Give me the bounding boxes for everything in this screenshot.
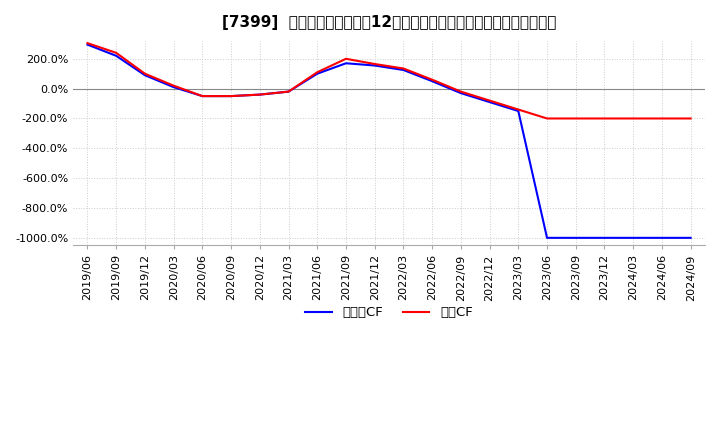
営業CF xyxy=(256,92,264,97)
Line: 営業CF: 営業CF xyxy=(87,43,690,118)
営業CF xyxy=(428,77,436,82)
フリーCF xyxy=(313,71,322,77)
フリーCF xyxy=(140,73,149,78)
営業CF xyxy=(370,61,379,66)
営業CF xyxy=(140,71,149,77)
営業CF xyxy=(83,40,91,46)
フリーCF xyxy=(342,61,351,66)
営業CF xyxy=(629,116,637,121)
フリーCF xyxy=(256,92,264,97)
営業CF xyxy=(169,83,178,88)
フリーCF xyxy=(284,89,293,94)
フリーCF xyxy=(572,235,580,241)
営業CF xyxy=(543,116,552,121)
フリーCF xyxy=(169,84,178,90)
フリーCF xyxy=(227,93,235,99)
Line: フリーCF: フリーCF xyxy=(87,44,690,238)
フリーCF xyxy=(514,108,523,114)
フリーCF xyxy=(370,63,379,68)
フリーCF xyxy=(198,93,207,99)
営業CF xyxy=(313,70,322,75)
Legend: フリーCF, 営業CF: フリーCF, 営業CF xyxy=(300,301,478,325)
営業CF xyxy=(227,93,235,99)
フリーCF xyxy=(629,235,637,241)
営業CF xyxy=(284,89,293,94)
営業CF xyxy=(657,116,666,121)
営業CF xyxy=(600,116,609,121)
営業CF xyxy=(456,89,465,94)
フリーCF xyxy=(543,235,552,241)
フリーCF xyxy=(686,235,695,241)
フリーCF xyxy=(657,235,666,241)
営業CF xyxy=(198,93,207,99)
フリーCF xyxy=(600,235,609,241)
営業CF xyxy=(572,116,580,121)
営業CF xyxy=(485,98,494,103)
営業CF xyxy=(342,56,351,62)
営業CF xyxy=(686,116,695,121)
フリーCF xyxy=(428,78,436,84)
営業CF xyxy=(399,66,408,71)
フリーCF xyxy=(399,67,408,73)
フリーCF xyxy=(83,42,91,47)
フリーCF xyxy=(456,91,465,96)
フリーCF xyxy=(485,99,494,105)
フリーCF xyxy=(112,53,120,59)
営業CF xyxy=(514,107,523,112)
営業CF xyxy=(112,50,120,55)
Title: [7399]  キャッシュフローの12か月移動合計の対前年同期増減率の推移: [7399] キャッシュフローの12か月移動合計の対前年同期増減率の推移 xyxy=(222,15,557,30)
